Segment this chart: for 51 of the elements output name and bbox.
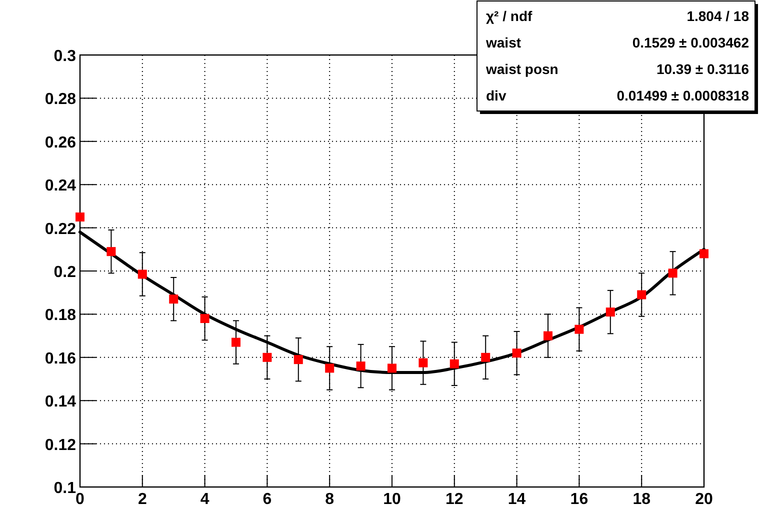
x-tick-label: 0 <box>76 491 85 508</box>
text: waist <box>485 34 522 50</box>
point <box>512 348 522 358</box>
y-tick-label: 0.22 <box>44 220 76 238</box>
annotation: 0.01499 ± 0.0008318 <box>616 88 750 104</box>
point <box>606 308 615 317</box>
annotation: waist posn <box>485 61 558 77</box>
point <box>294 355 303 364</box>
point <box>138 270 147 279</box>
point <box>418 358 428 368</box>
x-tick-label: 10 <box>383 491 401 508</box>
y-tick-label: 0.3 <box>54 48 76 65</box>
annotation: 10.39 ± 0.3116 <box>656 61 750 77</box>
point <box>200 314 210 324</box>
x-tick-label: 4 <box>200 491 210 508</box>
x-tick-label: 20 <box>695 491 713 508</box>
point <box>388 364 396 373</box>
y-tick-label: 0.12 <box>44 436 76 454</box>
x-tick-label: 8 <box>325 491 334 508</box>
point <box>668 268 678 278</box>
x-tick-label: 16 <box>570 491 588 508</box>
point <box>76 212 84 222</box>
x-tick-label: 2 <box>138 491 147 508</box>
text: χ² / ndf <box>486 8 532 24</box>
x-tick-label: 6 <box>262 491 272 508</box>
y-tick-label: 0.14 <box>44 394 76 411</box>
annotation: div <box>486 88 506 104</box>
y-tick-label: 0.28 <box>44 91 76 108</box>
x-tick-label: 18 <box>632 491 651 508</box>
point <box>700 249 708 258</box>
point <box>106 247 116 256</box>
point <box>262 352 272 362</box>
point <box>481 352 490 362</box>
point <box>574 324 584 334</box>
y-tick-label: 0.24 <box>44 178 76 195</box>
y-tick-label: 0.2 <box>54 264 76 281</box>
point <box>450 359 459 368</box>
point <box>356 362 366 371</box>
y-tick-label: 0.1 <box>54 480 76 497</box>
point <box>544 331 552 340</box>
text: 1.804 / 18 <box>686 8 750 24</box>
x-tick-label: 12 <box>446 491 464 508</box>
x-tick-label: 14 <box>508 491 526 508</box>
point <box>637 290 646 300</box>
point <box>325 364 334 373</box>
y-tick-label: 0.16 <box>44 350 76 368</box>
point <box>232 338 240 347</box>
y-tick-label: 0.18 <box>44 307 76 324</box>
point <box>169 294 178 304</box>
y-tick-label: 0.26 <box>44 134 76 152</box>
text: 0.1529 ± 0.003462 <box>632 34 750 50</box>
